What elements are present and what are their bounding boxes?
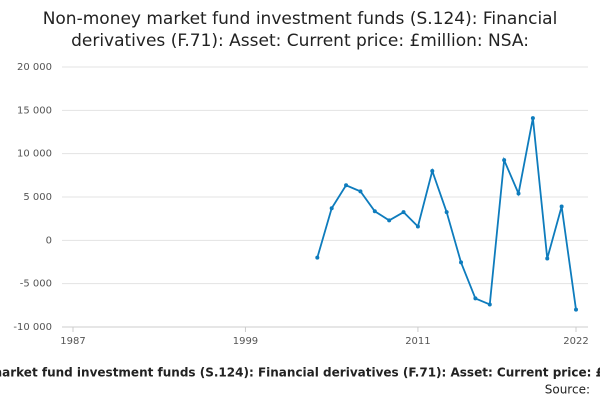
- data-point: [315, 255, 320, 260]
- data-point: [574, 307, 578, 312]
- data-point: [502, 158, 507, 163]
- data-point: [329, 206, 334, 211]
- data-point: [559, 204, 564, 209]
- data-point: [415, 224, 420, 229]
- x-tick-label: 2022: [563, 336, 588, 347]
- data-point: [430, 169, 435, 173]
- data-point: [530, 116, 535, 121]
- x-tick-label: 2011: [405, 336, 430, 347]
- x-tick-label: 1999: [233, 336, 258, 347]
- data-point: [545, 256, 550, 261]
- x-tick-label: 1987: [60, 336, 85, 347]
- x-axis-label: Non-money market fund investment funds (…: [0, 366, 600, 380]
- data-point: [387, 218, 392, 223]
- y-tick-label: -10 000: [13, 322, 52, 333]
- y-tick-label: 20 000: [17, 62, 52, 73]
- y-tick-label: -5 000: [20, 279, 52, 290]
- source: Source:: [545, 383, 590, 397]
- data-point: [487, 302, 492, 307]
- data-point: [401, 210, 406, 215]
- data-point: [444, 210, 449, 215]
- data-point: [459, 260, 464, 265]
- data-point: [358, 189, 363, 194]
- chart-title: Non-money market fund investment funds (…: [43, 9, 558, 29]
- y-tick-label: 5 000: [23, 192, 52, 203]
- data-point: [344, 183, 349, 188]
- data-point: [516, 191, 521, 196]
- chart-title: derivatives (F.71): Asset: Current price…: [71, 31, 529, 51]
- y-tick-label: 0: [46, 235, 52, 246]
- y-tick-label: 10 000: [17, 149, 52, 160]
- data-point: [473, 296, 478, 301]
- y-tick-label: 15 000: [17, 105, 52, 116]
- data-point: [372, 209, 377, 214]
